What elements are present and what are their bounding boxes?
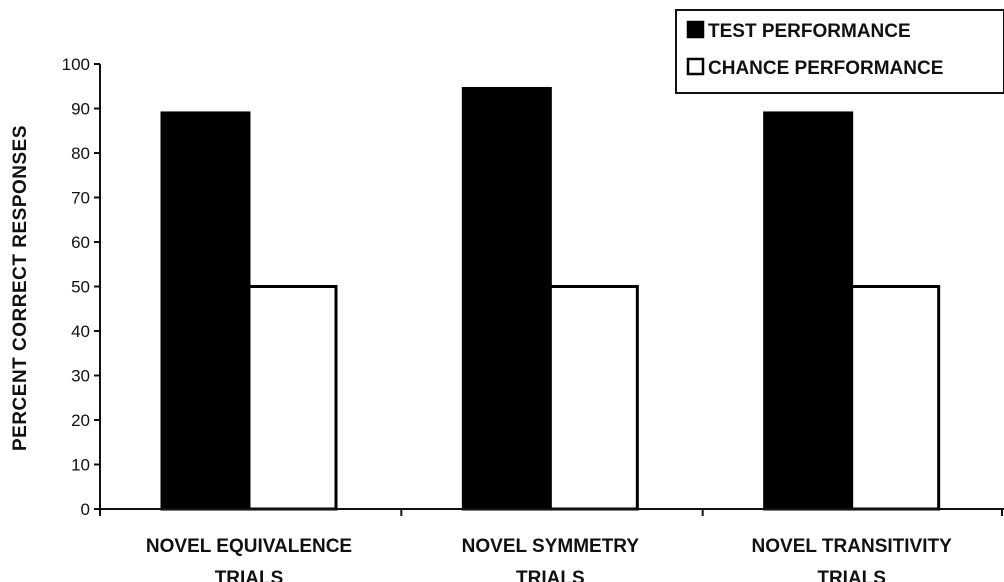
category-labels: NOVEL EQUIVALENCE TRIALS NOVEL SYMMETRY TRI… <box>146 536 952 582</box>
category-label: TRIALS <box>215 568 284 582</box>
legend-label: TEST PERFORMANCE <box>708 21 911 42</box>
y-tick-label: 0 <box>81 500 90 519</box>
y-tick-label: 40 <box>71 322 90 341</box>
y-axis-title: PERCENT CORRECT RESPONSES <box>10 125 31 451</box>
legend-label: CHANCE PERFORMANCE <box>708 58 943 79</box>
y-tick-label: 20 <box>71 411 90 430</box>
legend: TEST PERFORMANCE CHANCE PERFORMANCE <box>675 9 1004 94</box>
y-tick-label: 10 <box>71 456 90 475</box>
y-tick-label: 60 <box>71 233 90 252</box>
category-label: NOVEL EQUIVALENCE <box>146 536 352 557</box>
legend-swatch <box>686 20 705 39</box>
axes <box>99 64 1004 516</box>
y-tick-label: 30 <box>71 367 90 386</box>
y-tick-label: 70 <box>71 189 90 208</box>
category-label: NOVEL TRANSITIVITY <box>752 536 953 557</box>
category-label: TRIALS <box>817 568 886 582</box>
y-tick-label: 50 <box>71 278 90 297</box>
bar-chance-0 <box>247 285 338 511</box>
y-tick-label: 80 <box>71 144 90 163</box>
y-axis-ticks: 0 10 20 30 40 50 60 70 80 90 100 <box>62 55 100 519</box>
y-tick-label: 90 <box>71 100 90 119</box>
bar-test-1 <box>461 86 552 511</box>
bar-test-0 <box>160 111 251 511</box>
legend-box <box>675 9 1004 94</box>
y-tick-label: 100 <box>62 55 90 74</box>
bar-test-2 <box>763 111 854 511</box>
bar-chance-2 <box>850 285 941 511</box>
legend-swatch <box>686 57 705 76</box>
category-label: TRIALS <box>516 568 585 582</box>
bars <box>160 86 941 511</box>
bar-chance-1 <box>548 285 639 511</box>
category-label: NOVEL SYMMETRY <box>462 536 640 557</box>
